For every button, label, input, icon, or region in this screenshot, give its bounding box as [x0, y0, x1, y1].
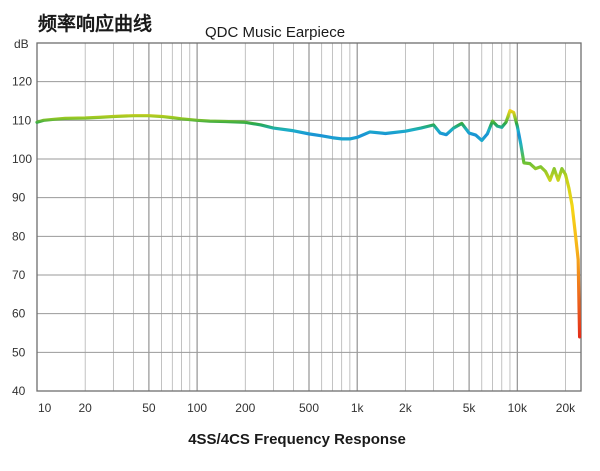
series-curve — [35, 109, 582, 339]
x-axis-label: 4SS/4CS Frequency Response — [188, 431, 406, 448]
series-line — [35, 109, 582, 339]
x-tick-label: 200 — [235, 401, 255, 415]
plot-frame — [36, 42, 582, 392]
y-tick-label: 80 — [12, 229, 26, 243]
chart-title-chinese: 频率响应曲线 — [38, 12, 152, 35]
chart-title: QDC Music Earpiece — [205, 24, 345, 41]
y-tick-label: 50 — [12, 345, 26, 359]
x-tick-label: 20 — [79, 401, 93, 415]
x-tick-label: 500 — [299, 401, 319, 415]
y-tick-label: 90 — [12, 191, 26, 205]
y-tick-label: 110 — [12, 113, 31, 127]
y-tick-label: 100 — [12, 152, 32, 166]
x-tick-label: 50 — [142, 401, 156, 415]
y-tick-label: 120 — [12, 75, 32, 89]
x-tick-label: 10k — [508, 401, 528, 415]
y-tick-label: 40 — [12, 384, 26, 398]
x-tick-label: 5k — [463, 401, 477, 415]
y-tick-label: 60 — [12, 307, 26, 321]
x-tick-label: 100 — [187, 401, 207, 415]
x-tick-label: 2k — [399, 401, 413, 415]
y-tick-label: 70 — [12, 268, 26, 282]
x-tick-label: 10 — [38, 401, 52, 415]
x-tick-label: 1k — [351, 401, 365, 415]
x-tick-label: 20k — [556, 401, 576, 415]
y-axis-unit-label: dB — [14, 37, 29, 51]
grid — [37, 43, 581, 391]
axes: 120 110 100 90 80 70 60 50 40 10 20 50 100 200 500 1k 2k… — [12, 42, 582, 415]
